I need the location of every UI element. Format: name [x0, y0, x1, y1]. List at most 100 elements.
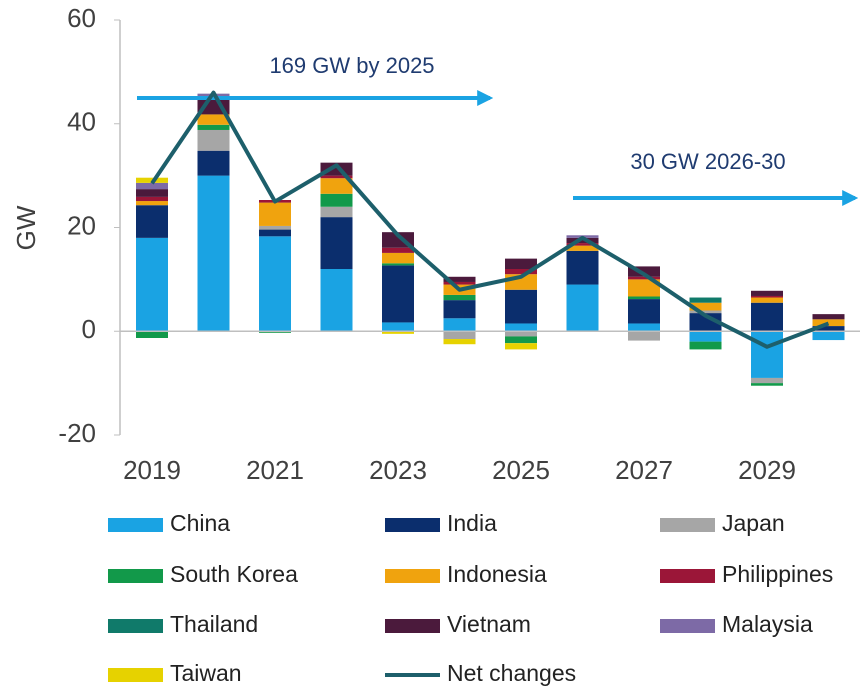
bar-segment [136, 205, 168, 238]
bar-segment [259, 229, 291, 237]
x-tick-label: 2023 [369, 455, 427, 485]
legend-label: Taiwan [170, 660, 242, 686]
bar-segment [566, 237, 599, 244]
legend-label: South Korea [170, 561, 298, 587]
legend-label: Japan [722, 510, 785, 536]
legend-label: India [447, 510, 497, 536]
y-tick-label: -20 [58, 418, 96, 448]
bar-segment [812, 314, 845, 320]
bar-segment [443, 339, 476, 345]
bar-segment [566, 250, 599, 285]
x-tick-label: 2029 [738, 455, 796, 485]
bar-segment [751, 302, 783, 332]
net-line [150, 90, 830, 349]
bar-segment [628, 276, 660, 280]
legend-swatch [660, 619, 715, 633]
annotation: 30 GW 2026-30 [630, 149, 785, 174]
legend-swatch [108, 668, 163, 682]
bar-segment [689, 297, 722, 303]
bar-segment [320, 206, 353, 218]
bar-segment [628, 296, 660, 300]
legend-label: Thailand [170, 611, 258, 637]
bar-segment [689, 341, 722, 350]
bar-segment [566, 245, 599, 251]
y-tick-label: 0 [82, 314, 96, 344]
bar-segment [382, 265, 414, 323]
bar-segment [505, 323, 537, 332]
bar-segment [443, 294, 476, 301]
bar-segment [197, 150, 230, 176]
bar-segment [628, 299, 660, 324]
bar-segment [689, 310, 722, 314]
bar-segment [320, 175, 353, 179]
x-tick-label: 2019 [123, 455, 181, 485]
bar-segment [628, 323, 660, 332]
bar-segment [689, 331, 722, 342]
bar-segment [136, 331, 168, 338]
bar-segment [812, 331, 845, 341]
bar-segment [628, 266, 660, 277]
bar-segment [197, 124, 230, 130]
bar-segment [320, 217, 353, 269]
legend-swatch [108, 518, 163, 532]
bar-segment [136, 189, 168, 197]
bar-segment [443, 281, 476, 285]
bar-segment [751, 290, 783, 296]
bar-segment [751, 295, 783, 298]
bar-segment [443, 300, 476, 319]
bar-segment [259, 225, 291, 230]
bar-segment [443, 318, 476, 332]
bar-segment [259, 331, 291, 333]
bar-segment [382, 322, 414, 332]
bar-segment [136, 196, 168, 202]
bar-segment [443, 276, 476, 282]
bar-segment [751, 297, 783, 303]
legend-label: Vietnam [447, 611, 531, 637]
bar-segment [751, 331, 783, 378]
bar-segment [812, 326, 845, 332]
x-tick-label: 2021 [246, 455, 304, 485]
bar-segment [382, 252, 414, 264]
bar-segment [505, 336, 537, 344]
legend-swatch [385, 569, 440, 583]
legend-swatch [660, 569, 715, 583]
annotation: 169 GW by 2025 [269, 53, 434, 78]
bar-segment [751, 383, 783, 386]
y-tick-label: 40 [67, 107, 96, 137]
bar-segment [197, 129, 230, 151]
legend-label: Net changes [447, 660, 576, 686]
legend-swatch [108, 619, 163, 633]
bar-segment [320, 178, 353, 194]
legend-swatch [385, 619, 440, 633]
x-tick-label: 2027 [615, 455, 673, 485]
bar-segment [751, 377, 783, 384]
x-tick-label: 2025 [492, 455, 550, 485]
bar-segment [566, 284, 599, 332]
bar-segment [689, 302, 722, 311]
legend-label: Philippines [722, 561, 833, 587]
bar-segment [505, 289, 537, 324]
bar-segment [628, 279, 660, 297]
bar-segment [505, 269, 537, 275]
bar-segment [812, 319, 845, 327]
plot [120, 93, 860, 386]
bar-segment [443, 331, 476, 340]
bar-segment [197, 175, 230, 332]
bar-segment [197, 114, 230, 125]
bar-segment [136, 201, 168, 206]
legend-swatch [385, 518, 440, 532]
y-tick-label: 20 [67, 210, 96, 240]
bar-segment [505, 258, 537, 269]
bar-segment [136, 182, 168, 190]
bar-segment [566, 243, 599, 246]
bar-segment [382, 263, 414, 266]
y-axis-title: GW [11, 205, 41, 250]
bar-segment [382, 331, 414, 334]
bar-segment [505, 331, 537, 337]
bar-segment [259, 236, 291, 332]
legend-label: Indonesia [447, 561, 547, 587]
legend-swatch [108, 569, 163, 583]
bar-segment [259, 202, 291, 226]
legend-label: China [170, 510, 230, 536]
